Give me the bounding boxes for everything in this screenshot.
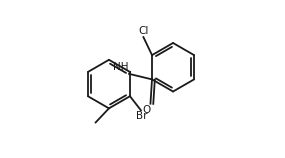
Text: O: O: [142, 105, 151, 115]
Text: NH: NH: [113, 62, 129, 72]
Text: Cl: Cl: [138, 26, 148, 36]
Text: Br: Br: [136, 111, 147, 121]
